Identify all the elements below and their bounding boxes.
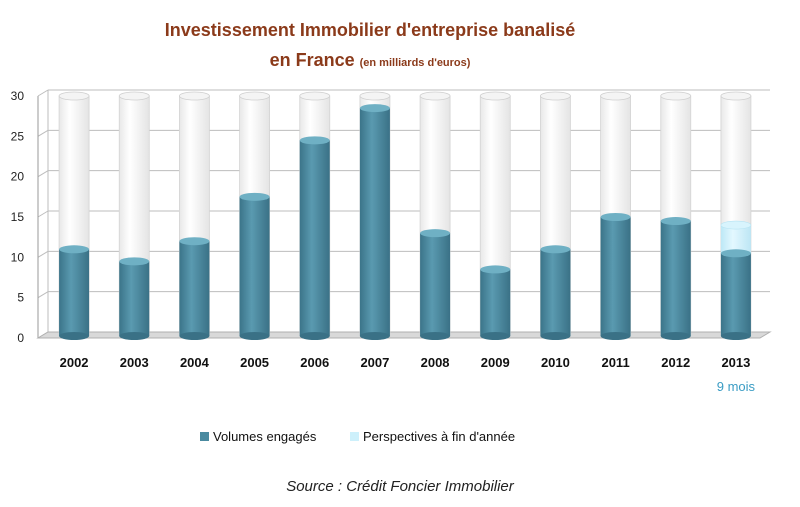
bar-background-top xyxy=(118,91,150,101)
bar-chart: 0 5 10 15 20 25 30 2002 2003 2004 2005 2006 2007 2008… xyxy=(11,89,772,444)
bar-volumes-base xyxy=(600,332,631,340)
gridline-depth xyxy=(37,250,49,258)
bar-volumes-engages xyxy=(600,217,631,336)
bar-volumes-top xyxy=(299,136,330,145)
x-tick-label: 2008 xyxy=(421,355,450,370)
subtitle-main: en France xyxy=(269,50,355,70)
gridline-depth xyxy=(37,291,49,299)
subtitle-units: (en milliards d'euros) xyxy=(359,57,471,69)
bar-perspectives xyxy=(720,225,751,254)
x-tick-label: 2003 xyxy=(120,355,149,370)
gridline-depth xyxy=(37,170,49,178)
bar-volumes-base xyxy=(299,332,330,340)
chart-subtitle: en France (en milliards d'euros) xyxy=(0,50,740,71)
bar-perspectives-top xyxy=(720,220,752,230)
x-tick-label: 2005 xyxy=(240,355,269,370)
y-tick-label: 25 xyxy=(11,129,25,143)
bar-volumes-engages xyxy=(660,221,691,336)
bar-volumes-engages xyxy=(720,253,751,336)
y-tick-label: 20 xyxy=(11,170,25,184)
y-tick-label: 5 xyxy=(17,291,24,305)
bar-volumes-engages xyxy=(359,108,390,336)
bar-volumes-top xyxy=(119,257,150,266)
legend-swatch xyxy=(200,432,209,441)
x-tick-label: 2010 xyxy=(541,355,570,370)
x-tick-label: 2004 xyxy=(180,355,210,370)
chart-floor xyxy=(36,331,772,339)
bar-volumes-engages xyxy=(420,233,451,336)
bar-volumes-engages xyxy=(179,241,210,336)
gridline-depth xyxy=(37,129,49,137)
bar-volumes-base xyxy=(540,332,571,340)
bar-volumes-base xyxy=(660,332,691,340)
bar-volumes-top xyxy=(239,192,270,201)
bar-volumes-top xyxy=(59,245,90,254)
bar-background-top xyxy=(479,91,511,101)
bar-background-top xyxy=(239,91,270,101)
bar-volumes-engages xyxy=(540,249,571,336)
gridline-depth xyxy=(37,89,49,97)
legend-label: Perspectives à fin d'année xyxy=(363,429,515,444)
x-tick-label: 2007 xyxy=(360,355,389,370)
legend-label: Volumes engagés xyxy=(213,429,317,444)
bar-volumes-base xyxy=(720,332,751,340)
bar-volumes-engages xyxy=(299,140,330,336)
bar-background-top xyxy=(660,91,692,101)
bar-volumes-engages xyxy=(480,269,511,336)
y-tick-label: 15 xyxy=(11,210,25,224)
x-tick-label: 2012 xyxy=(661,355,690,370)
x-tick-label: 2006 xyxy=(300,355,329,370)
x-tick-label: 2013 xyxy=(721,355,750,370)
gridline-depth xyxy=(37,210,49,218)
bar-background-top xyxy=(58,91,90,101)
bar-volumes-base xyxy=(359,332,390,340)
bar-volumes-engages xyxy=(119,261,150,336)
x-tick-label: 2011 xyxy=(601,355,629,370)
y-tick-label: 0 xyxy=(17,331,24,345)
y-tick-label: 10 xyxy=(11,250,25,264)
bar-volumes-base xyxy=(59,332,90,340)
bar-background-top xyxy=(540,91,571,101)
x-tick-label: 2009 xyxy=(481,355,510,370)
x-tick-note: 9 mois xyxy=(717,379,756,394)
bar-volumes-top xyxy=(420,229,451,238)
chart-source: Source : Crédit Foncier Immobilier xyxy=(286,478,514,495)
bar-background-top xyxy=(720,91,752,101)
bar-volumes-base xyxy=(179,332,210,340)
chart-title: Investissement Immobilier d'entreprise b… xyxy=(164,20,576,40)
x-tick-label: 2002 xyxy=(60,355,89,370)
bar-volumes-base xyxy=(239,332,270,340)
legend-swatch xyxy=(350,432,359,441)
bar-background-top xyxy=(359,91,391,101)
bar-background-top xyxy=(419,91,451,101)
bar-volumes-engages xyxy=(239,196,270,336)
bar-background-top xyxy=(600,91,631,101)
bar-volumes-top xyxy=(480,265,511,274)
bar-volumes-base xyxy=(480,332,511,340)
bar-volumes-top xyxy=(179,237,210,246)
bar-volumes-engages xyxy=(59,249,90,336)
bar-volumes-top xyxy=(600,213,631,221)
bar-background-top xyxy=(299,91,331,101)
bar-background-top xyxy=(179,91,210,101)
bar-volumes-top xyxy=(660,217,691,226)
bar-volumes-base xyxy=(420,332,451,340)
bar-volumes-base xyxy=(119,332,150,340)
y-tick-label: 30 xyxy=(11,89,25,103)
bar-volumes-top xyxy=(720,249,751,258)
bar-volumes-top xyxy=(359,104,390,113)
bar-volumes-top xyxy=(540,245,571,254)
